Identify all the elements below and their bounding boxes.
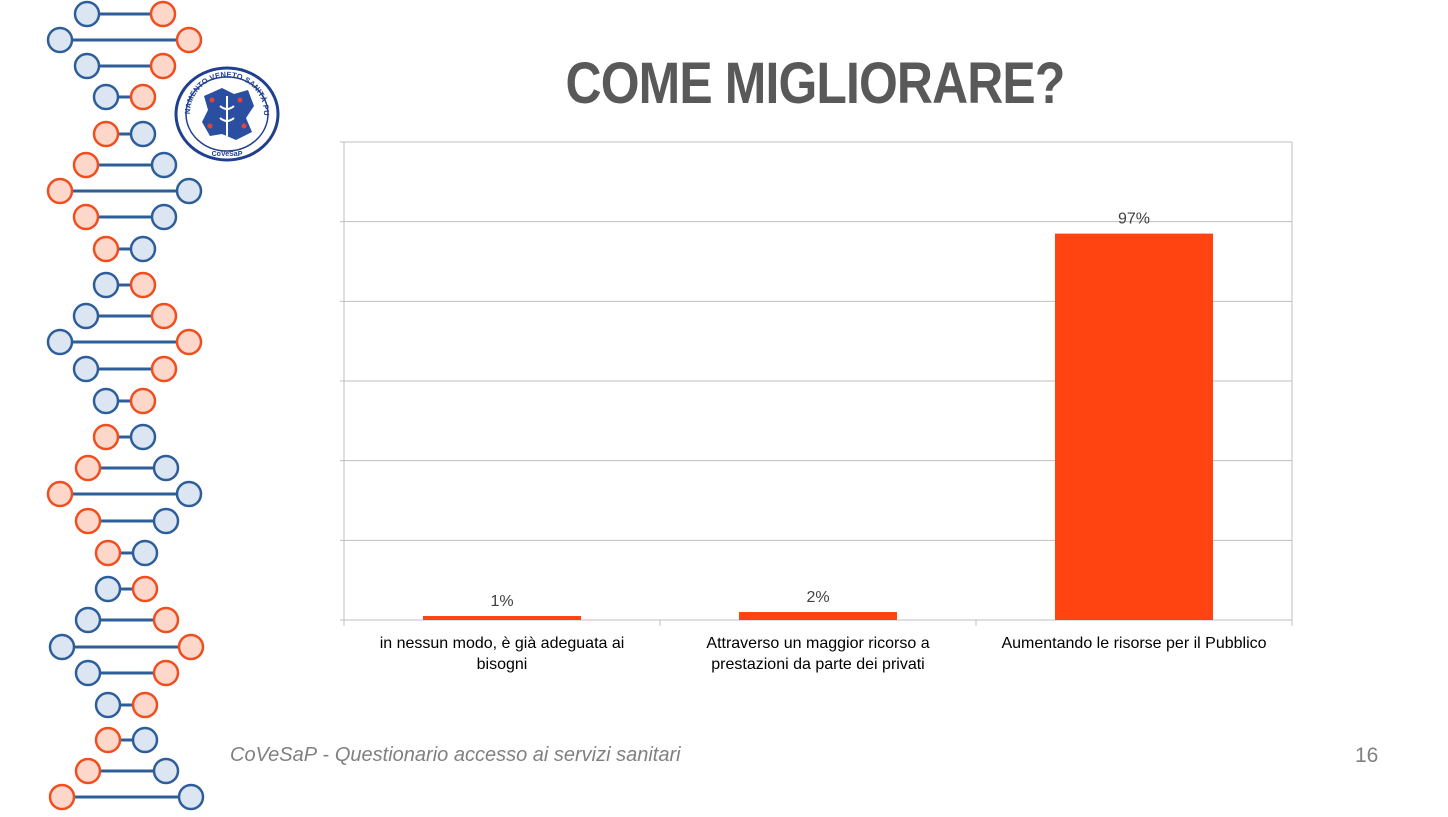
dna-node [73, 0, 101, 28]
dna-node [131, 575, 159, 603]
category-label-3: Aumentando le risorse per il Pubblico [1001, 635, 1266, 652]
dna-node [175, 26, 203, 54]
dna-node [92, 120, 120, 148]
slide-title: COME MIGLIORARE? [565, 51, 1066, 116]
dna-node [92, 423, 120, 451]
dna-node [72, 151, 100, 179]
dna-node [74, 454, 102, 482]
dna-node [46, 328, 74, 356]
dna-node [94, 575, 122, 603]
data-label-3: 97% [1118, 211, 1150, 228]
dna-node [152, 757, 180, 785]
dna-node [150, 302, 178, 330]
footer-description: Questionario accesso ai servizi sanitari [334, 744, 681, 766]
dna-node [152, 659, 180, 687]
bar-chart: 1% in nessun modo, è già adeguata ai bisog… [340, 141, 1293, 673]
bar-2 [739, 612, 897, 620]
dna-node [48, 783, 76, 811]
dna-node [175, 480, 203, 508]
page-number: 16 [1355, 744, 1379, 767]
dna-node [129, 271, 157, 299]
data-label-2: 2% [806, 589, 829, 606]
dna-node [149, 52, 177, 80]
dna-node [74, 606, 102, 634]
covesap-logo: COORDINAMENTO VENETO SANITÀ PUBBLICA CoV… [174, 66, 280, 162]
dna-node [92, 235, 120, 263]
dna-node [92, 271, 120, 299]
dna-helix-decoration [46, 0, 205, 811]
dna-node [150, 355, 178, 383]
dna-node [129, 235, 157, 263]
dna-node [177, 633, 205, 661]
logo-abbreviation: CoVeSaP [212, 151, 243, 158]
dna-node [149, 0, 177, 28]
dna-node [175, 328, 203, 356]
category-label-1: in nessun modo, è già adeguata ai bisogni [380, 635, 625, 673]
dna-node [177, 783, 205, 811]
slide-footer: CoVeSaP - Questionario accesso ai serviz… [230, 744, 681, 767]
dna-node [175, 177, 203, 205]
dna-node [74, 659, 102, 687]
dna-node [92, 83, 120, 111]
dna-node [74, 757, 102, 785]
dna-node [129, 423, 157, 451]
dna-node [129, 387, 157, 415]
dna-node [94, 539, 122, 567]
dna-node [150, 203, 178, 231]
dna-node [94, 691, 122, 719]
dna-node [150, 151, 178, 179]
footer-separator: - [317, 744, 335, 766]
dna-node [131, 726, 159, 754]
dna-node [72, 302, 100, 330]
dna-node [92, 387, 120, 415]
dna-node [152, 454, 180, 482]
dna-node [152, 606, 180, 634]
dna-node [129, 120, 157, 148]
dna-node [73, 52, 101, 80]
bar-1 [423, 616, 581, 620]
dna-node [94, 726, 122, 754]
dna-node [152, 507, 180, 535]
bar-3 [1055, 233, 1213, 620]
category-label-2: Attraverso un maggior ricorso a prestazio… [706, 635, 929, 673]
dna-node [72, 355, 100, 383]
dna-node [72, 203, 100, 231]
footer-org: CoVeSaP [230, 744, 318, 766]
dna-node [74, 507, 102, 535]
dna-node [48, 633, 76, 661]
dna-node [46, 26, 74, 54]
dna-node [131, 539, 159, 567]
dna-node [46, 177, 74, 205]
dna-node [46, 480, 74, 508]
data-label-1: 1% [490, 593, 513, 610]
dna-node [131, 691, 159, 719]
dna-node [129, 83, 157, 111]
